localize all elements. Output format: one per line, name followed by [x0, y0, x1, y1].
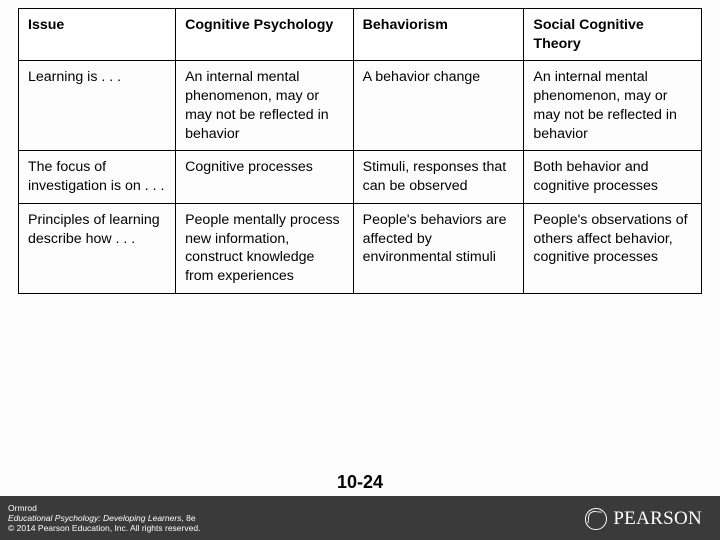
cell-cognitive: People mentally process new information,…	[176, 203, 354, 293]
footer-book-line: Educational Psychology: Developing Learn…	[8, 513, 250, 523]
footer-citation: Ormrod Educational Psychology: Developin…	[0, 503, 250, 534]
table-row: Learning is . . . An internal mental phe…	[19, 61, 702, 151]
pearson-mark-icon	[585, 508, 607, 530]
cell-issue: Principles of learning describe how . . …	[19, 203, 176, 293]
footer-bar: Ormrod Educational Psychology: Developin…	[0, 496, 720, 540]
comparison-table: Issue Cognitive Psychology Behaviorism S…	[18, 8, 702, 294]
footer-book-title: Educational Psychology: Developing Learn…	[8, 513, 181, 523]
footer-copyright: © 2014 Pearson Education, Inc. All right…	[8, 523, 250, 533]
cell-social: An internal mental phenomenon, may or ma…	[524, 61, 702, 151]
table-row: The focus of investigation is on . . . C…	[19, 151, 702, 203]
cell-social: People's observations of others affect b…	[524, 203, 702, 293]
header-social-cognitive: Social Cognitive Theory	[524, 9, 702, 61]
pearson-logo: PEARSON	[585, 508, 702, 530]
header-cognitive-psychology: Cognitive Psychology	[176, 9, 354, 61]
header-behaviorism: Behaviorism	[353, 9, 524, 61]
pearson-logo-text: PEARSON	[613, 508, 702, 530]
cell-cognitive: Cognitive processes	[176, 151, 354, 203]
cell-behaviorism: Stimuli, responses that can be observed	[353, 151, 524, 203]
footer-edition: , 8e	[181, 513, 195, 523]
cell-cognitive: An internal mental phenomenon, may or ma…	[176, 61, 354, 151]
cell-behaviorism: People's behaviors are affected by envir…	[353, 203, 524, 293]
comparison-table-container: Issue Cognitive Psychology Behaviorism S…	[18, 8, 702, 294]
table-header-row: Issue Cognitive Psychology Behaviorism S…	[19, 9, 702, 61]
header-issue: Issue	[19, 9, 176, 61]
footer-author: Ormrod	[8, 503, 250, 513]
page-number: 10-24	[337, 472, 383, 493]
cell-behaviorism: A behavior change	[353, 61, 524, 151]
table-row: Principles of learning describe how . . …	[19, 203, 702, 293]
cell-issue: The focus of investigation is on . . .	[19, 151, 176, 203]
cell-social: Both behavior and cognitive processes	[524, 151, 702, 203]
cell-issue: Learning is . . .	[19, 61, 176, 151]
